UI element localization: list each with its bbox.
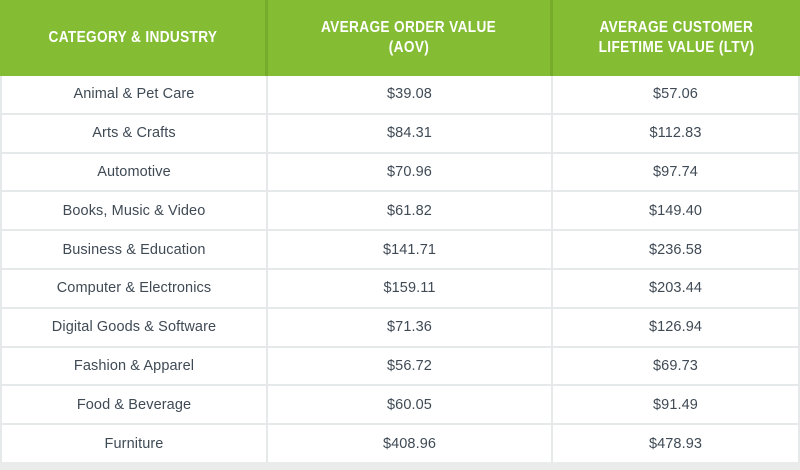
aov-cell: $159.11 <box>268 269 553 307</box>
table-row: Arts & Crafts $84.31 $112.83 <box>2 114 798 154</box>
table-row: Books, Music & Video $61.82 $149.40 <box>2 192 798 232</box>
category-cell: Digital Goods & Software <box>2 308 268 346</box>
table-row: Fashion & Apparel $56.72 $69.73 <box>2 347 798 387</box>
ltv-cell: $97.74 <box>653 163 698 180</box>
header-label-line: (AOV) <box>388 39 430 56</box>
table-footer-bar <box>0 462 800 470</box>
header-label-line: AVERAGE CUSTOMER <box>599 19 754 36</box>
category-cell: Food & Beverage <box>2 386 268 424</box>
aov-cell: $408.96 <box>268 425 553 462</box>
table-row: Digital Goods & Software $71.36 $126.94 <box>2 308 798 348</box>
header-label-line: CATEGORY & INDUSTRY <box>48 29 217 46</box>
aov-cell: $60.05 <box>268 386 553 424</box>
aov-cell: $71.36 <box>268 308 553 346</box>
ltv-cell: $236.58 <box>648 241 703 258</box>
table-row: Computer & Electronics $159.11 $203.44 <box>2 269 798 309</box>
header-cell-aov: AVERAGE ORDER VALUE (AOV) <box>268 0 553 76</box>
category-cell: Arts & Crafts <box>2 114 268 152</box>
header-cell-ltv: AVERAGE CUSTOMER LIFETIME VALUE (LTV) <box>553 0 800 76</box>
table-row: Animal & Pet Care $39.08 $57.06 <box>2 76 798 115</box>
aov-cell: $84.31 <box>268 114 553 152</box>
ltv-cell: $57.06 <box>653 86 698 103</box>
ltv-cell: $478.93 <box>648 435 703 452</box>
category-cell: Computer & Electronics <box>2 269 268 307</box>
table-row: Business & Education $141.71 $236.58 <box>2 231 798 270</box>
category-cell: Business & Education <box>2 231 268 268</box>
category-cell: Fashion & Apparel <box>2 347 268 385</box>
ltv-cell: $112.83 <box>649 125 702 142</box>
table-row: Furniture $408.96 $478.93 <box>2 425 798 462</box>
table-row: Automotive $70.96 $97.74 <box>2 153 798 193</box>
table-header: CATEGORY & INDUSTRY AVERAGE ORDER VALUE (… <box>0 0 800 76</box>
aov-cell: $56.72 <box>268 347 553 385</box>
category-cell: Books, Music & Video <box>2 192 268 230</box>
category-cell: Automotive <box>2 153 268 191</box>
table-row: Food & Beverage $60.05 $91.49 <box>2 386 798 426</box>
header-label-line: AVERAGE ORDER VALUE <box>321 19 497 36</box>
category-cell: Furniture <box>2 425 268 462</box>
aov-cell: $39.08 <box>268 76 553 113</box>
ltv-cell: $126.94 <box>648 319 703 336</box>
category-cell: Animal & Pet Care <box>2 76 268 113</box>
ltv-cell: $203.44 <box>648 280 703 297</box>
ltv-cell: $91.49 <box>653 396 698 413</box>
aov-cell: $70.96 <box>268 153 553 191</box>
aov-cell: $141.71 <box>268 231 553 268</box>
aov-cell: $61.82 <box>268 192 553 230</box>
table-body: Animal & Pet Care $39.08 $57.06 Arts & C… <box>0 76 800 462</box>
ltv-cell: $149.40 <box>648 202 703 219</box>
header-label-line: LIFETIME VALUE (LTV) <box>598 39 755 56</box>
ltv-cell: $69.73 <box>653 357 698 374</box>
header-cell-category: CATEGORY & INDUSTRY <box>0 0 268 76</box>
